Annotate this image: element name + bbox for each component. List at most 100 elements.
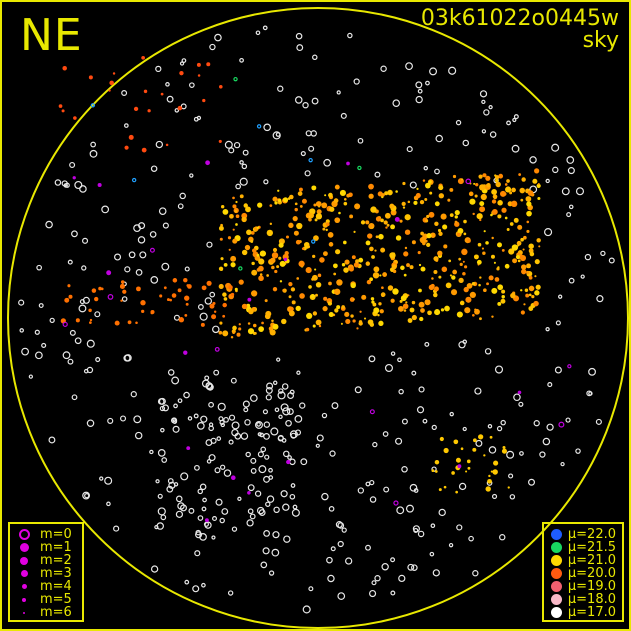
star	[219, 517, 225, 524]
star	[187, 284, 192, 289]
star	[298, 260, 305, 267]
star	[230, 255, 237, 262]
star	[304, 170, 311, 177]
star	[448, 66, 457, 75]
star	[78, 304, 87, 313]
star	[458, 277, 464, 284]
star	[431, 277, 434, 280]
star	[403, 273, 407, 277]
star	[223, 416, 229, 423]
star	[124, 123, 129, 128]
star	[149, 247, 155, 253]
star	[505, 186, 512, 193]
star	[184, 579, 190, 585]
star	[100, 287, 104, 291]
star	[381, 193, 385, 197]
star	[67, 259, 73, 265]
star	[209, 303, 215, 309]
star	[214, 467, 221, 474]
star	[498, 173, 504, 179]
star	[352, 298, 355, 301]
star	[390, 557, 396, 563]
star	[88, 308, 92, 313]
star	[208, 454, 216, 462]
star	[75, 318, 80, 323]
star	[565, 417, 571, 423]
star	[425, 219, 429, 223]
star	[431, 424, 437, 431]
star	[496, 267, 500, 271]
star	[417, 250, 421, 255]
star	[434, 201, 440, 207]
star	[302, 605, 311, 614]
star	[351, 255, 356, 260]
star	[134, 431, 143, 440]
star	[369, 322, 375, 327]
star	[440, 308, 445, 312]
star	[368, 223, 375, 230]
star	[241, 163, 248, 170]
star	[28, 374, 34, 379]
star	[478, 283, 481, 287]
star	[440, 213, 447, 220]
star	[416, 406, 425, 414]
star	[294, 207, 298, 212]
star	[509, 494, 516, 500]
star	[580, 274, 585, 279]
star	[128, 134, 134, 140]
star	[263, 123, 271, 132]
star	[432, 569, 440, 577]
star	[286, 408, 294, 416]
star	[341, 263, 346, 267]
star	[282, 503, 290, 511]
star	[262, 547, 270, 555]
star	[536, 238, 541, 243]
star	[318, 324, 322, 328]
star	[282, 288, 286, 292]
star	[479, 184, 486, 191]
star	[200, 322, 205, 327]
star	[271, 252, 279, 259]
star	[107, 417, 114, 424]
star	[281, 318, 287, 325]
star	[451, 471, 455, 475]
star	[534, 275, 537, 278]
star	[155, 140, 163, 149]
star	[222, 292, 227, 297]
star	[370, 206, 377, 213]
star	[386, 223, 390, 227]
star	[299, 293, 305, 299]
star	[459, 262, 463, 266]
star	[401, 465, 408, 473]
star	[491, 236, 494, 240]
star	[160, 514, 167, 521]
star	[89, 318, 93, 322]
star	[294, 415, 303, 423]
star	[325, 219, 330, 224]
star	[274, 269, 278, 274]
magnitude-label: m=2	[40, 553, 72, 568]
star	[511, 187, 516, 193]
star	[434, 286, 439, 292]
star	[528, 293, 532, 297]
star	[169, 298, 173, 302]
star	[608, 257, 615, 264]
star	[566, 156, 575, 164]
star	[479, 90, 488, 98]
star	[252, 248, 257, 253]
star	[469, 198, 476, 205]
star	[180, 472, 189, 481]
star	[288, 222, 294, 229]
star	[357, 487, 365, 494]
star	[445, 282, 452, 289]
star	[478, 174, 483, 179]
star	[405, 62, 413, 71]
star	[526, 229, 530, 234]
star	[561, 187, 570, 196]
star	[424, 182, 431, 189]
star	[69, 329, 76, 336]
star	[329, 450, 336, 457]
star	[172, 278, 178, 283]
star	[519, 255, 527, 262]
star	[120, 299, 123, 302]
